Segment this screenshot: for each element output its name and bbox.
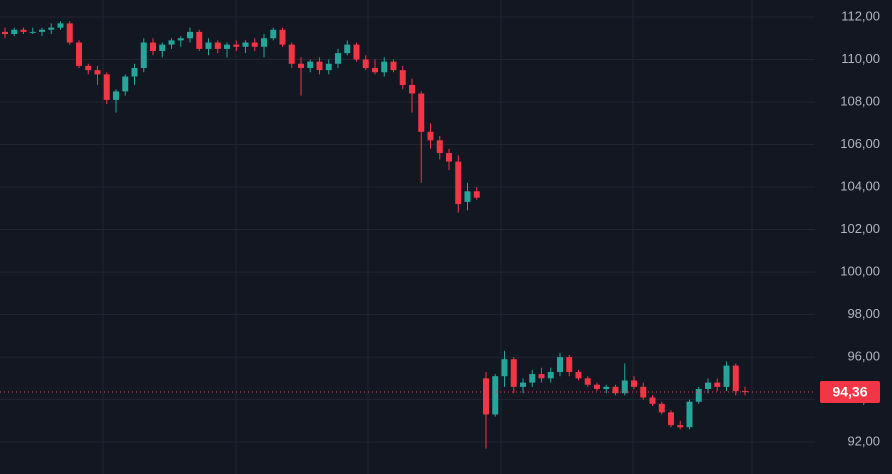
candle-body [723,365,730,387]
candle-body [631,380,637,387]
candle-body [362,59,369,69]
candle-body [584,378,591,385]
candle-body [307,61,314,69]
candle-body [11,29,18,35]
candle-body [335,53,341,64]
y-tick-label: 108,00 [840,93,880,108]
time-grid [102,0,753,474]
candle-body [612,386,619,394]
candle-body [270,29,277,39]
candle-body [325,63,332,71]
candle-body [66,23,73,43]
candle-body [695,388,702,402]
candle-body [159,44,166,52]
last-price-box [820,380,880,403]
y-tick-label: 96,00 [847,349,880,364]
candle-body [251,42,258,47]
candle-body [48,27,55,30]
candle-body [177,38,184,41]
candle-body [103,74,110,100]
y-tick-label: 110,00 [841,51,880,66]
candle-body [658,403,665,413]
candle-body [261,38,267,47]
candle-body [714,382,721,387]
candle-body [85,65,92,71]
candle-body [418,93,425,132]
candle-body [140,42,147,69]
candle-body [594,384,600,389]
candle-body [603,386,610,389]
candle-body [224,44,230,49]
candle-body [566,357,573,372]
candle-body [187,31,193,39]
candle-body [483,378,489,415]
candle-body [390,61,397,71]
candle-body [279,29,286,45]
candle-body [464,191,471,202]
candle-body [446,153,452,162]
candle-body [686,401,693,428]
y-tick-label: 104,00 [840,178,880,193]
candle-body [732,365,739,392]
candle-body [381,61,388,73]
y-tick-label: 98,00 [847,306,880,321]
candle-body [131,68,138,77]
candle-body [427,131,434,141]
y-tick-label: 112,00 [841,8,880,23]
candle-body [214,42,221,49]
last-price-label: 94,36 [832,384,867,400]
candle-body [205,42,212,49]
candle-body [705,382,711,389]
candle-body [640,386,647,398]
candle-body [196,31,203,49]
y-tick-label: 92,00 [847,434,880,449]
candle-body [557,357,563,372]
candle-body [520,382,526,387]
candle-body [150,42,156,52]
candle-body [29,31,36,33]
y-tick-label: 100,00 [840,264,880,279]
candle-body [409,85,415,94]
candle-body [298,63,304,69]
candle-body [510,359,517,387]
candle-body [529,374,536,383]
candle-body [122,76,129,92]
candle-body [455,161,462,205]
candle-body [242,42,249,47]
candle-body [288,44,295,64]
candle-body [372,68,378,73]
y-tick-label: 102,00 [840,221,880,236]
candle-body [316,61,323,71]
candle-body [113,91,119,100]
candle-body [353,44,360,60]
candle-body [649,397,656,404]
candle-body [39,29,45,32]
candle-body [538,374,545,379]
candle-body [677,425,684,428]
candle-body [473,191,480,198]
candle-body [76,42,82,66]
candle-body [399,70,406,86]
candle-body [233,44,240,47]
candle-body [501,359,508,377]
candle-body [94,70,101,75]
candle-body [492,376,499,415]
candle-body [575,371,582,379]
candle-body [344,44,351,54]
candle-body [57,23,64,28]
candle-body [2,31,8,35]
candle-body [20,29,27,32]
candle-body [168,40,175,45]
y-tick-label: 106,00 [840,136,880,151]
candle-body [547,371,554,379]
candle-body [436,140,443,154]
candle-body [621,380,628,394]
candle-body [668,412,674,426]
